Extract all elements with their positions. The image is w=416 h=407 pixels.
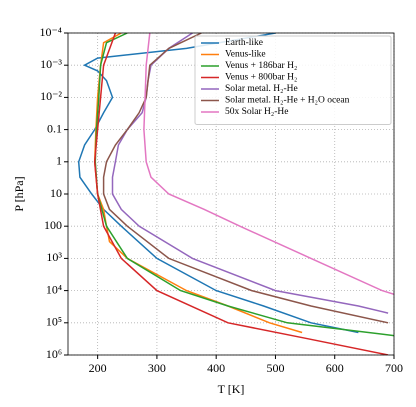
y-tick-label: 10³ xyxy=(46,250,62,264)
y-tick-label: 100 xyxy=(44,218,62,232)
y-tick-label: 0.1 xyxy=(47,121,62,135)
legend-label: Venus + 800bar H₂ xyxy=(225,73,297,83)
x-tick-label: 600 xyxy=(326,361,344,375)
y-tick-label: 10⁻³ xyxy=(40,57,62,71)
y-tick-label: 10⁵ xyxy=(46,315,62,329)
x-tick-label: 400 xyxy=(207,361,225,375)
legend-label: Earth-like xyxy=(225,38,263,48)
x-tick-label: 500 xyxy=(266,361,284,375)
legend-label: Venus + 186bar H₂ xyxy=(225,61,297,71)
x-axis-label: T [K] xyxy=(218,382,245,396)
series-line xyxy=(77,33,359,334)
x-tick-label: 300 xyxy=(148,361,166,375)
legend-label: 50x Solar H₂-He xyxy=(225,107,288,117)
y-tick-label: 10⁻⁴ xyxy=(39,25,62,39)
y-tick-label: 10⁶ xyxy=(46,347,62,361)
legend-label: Solar metal. H₂-He xyxy=(225,84,298,94)
series-line xyxy=(102,33,389,324)
legend-label: Venus-like xyxy=(225,50,266,60)
y-tick-label: 1 xyxy=(56,154,62,168)
y-tick-label: 10 xyxy=(50,186,62,200)
series-line xyxy=(93,33,389,355)
y-tick-label: 10⁻² xyxy=(40,89,62,103)
y-tick-label: 10⁴ xyxy=(46,282,62,296)
legend-box xyxy=(194,35,392,125)
x-tick-label: 700 xyxy=(385,361,403,375)
y-axis-label: P [hPa] xyxy=(12,176,26,211)
legend-label: Solar metal. H₂-He + H₂O ocean xyxy=(225,96,350,106)
series-line xyxy=(143,33,394,296)
x-tick-label: 200 xyxy=(89,361,107,375)
plot-frame xyxy=(67,32,395,356)
